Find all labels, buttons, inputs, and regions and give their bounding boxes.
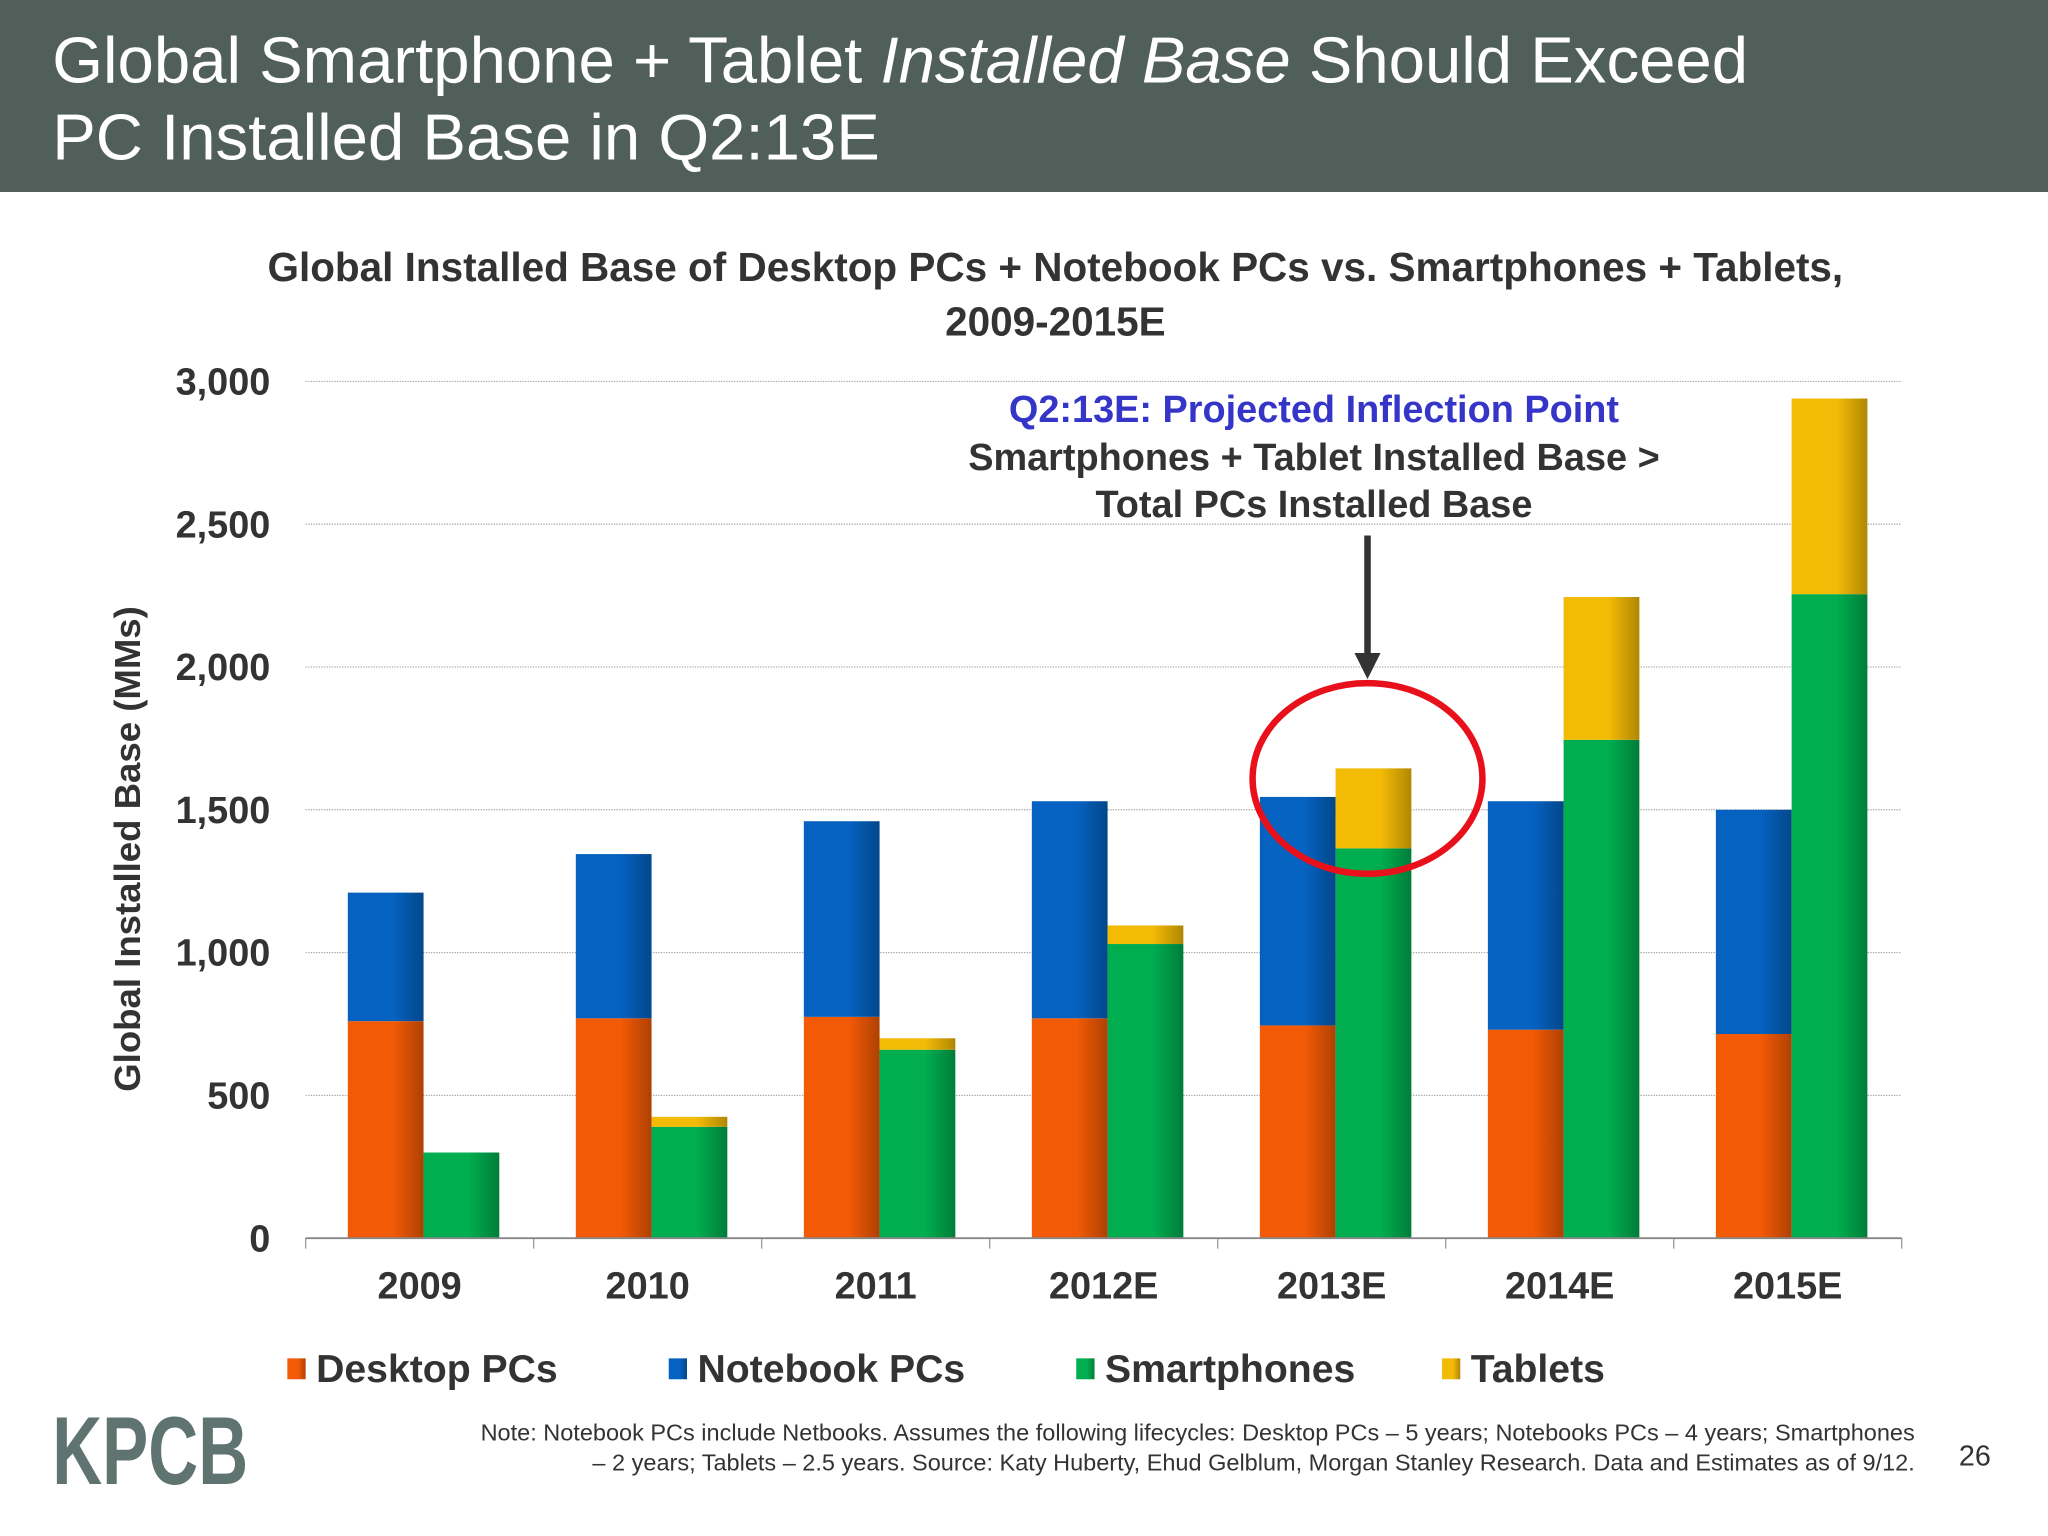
y-tick-label: 3,000 [176, 361, 271, 403]
bar-desktop-pcs-2015E [1715, 1033, 1792, 1239]
slide-title-line2: PC Installed Base in Q2:13E [52, 100, 880, 173]
x-axis: 2009 2010 2011 2012E 2013E 2014E 2015E [304, 1237, 1903, 1307]
y-tick-label: 2,000 [176, 647, 271, 689]
annotation-line2: Smartphones + Tablet Installed Base > [968, 437, 1660, 479]
bar-notebook-pcs-2010 [575, 854, 652, 1019]
x-tick-label: 2009 [378, 1265, 462, 1307]
legend-swatch-desktop-pcs [287, 1358, 306, 1380]
legend-swatch-notebook-pcs [668, 1358, 688, 1380]
bar-desktop-pcs-2010 [575, 1018, 652, 1239]
footnote-line2: – 2 years; Tablets – 2.5 years. Source: … [592, 1450, 1914, 1476]
annotation-line3: Total PCs Installed Base [1095, 484, 1532, 526]
legend-label: Tablets [1471, 1348, 1605, 1391]
legend-label: Smartphones [1105, 1348, 1355, 1391]
chart-title-line1: Global Installed Base of Desktop PCs + N… [267, 244, 1843, 290]
title-bar [0, 0, 2048, 192]
bar-tablets-2010 [651, 1116, 728, 1127]
legend: Desktop PCs Notebook PCs Smartphones Tablet… [287, 1348, 1605, 1391]
y-tick-label: 2,500 [176, 504, 271, 546]
bar-desktop-pcs-2012E [1031, 1018, 1108, 1239]
bar-notebook-pcs-2009 [347, 892, 424, 1022]
bar-notebook-pcs-2011 [803, 821, 880, 1017]
bar-desktop-pcs-2009 [347, 1021, 424, 1239]
bar-notebook-pcs-2014E [1487, 801, 1564, 1030]
bar-tablets-2012E [1107, 925, 1184, 945]
x-tick-label: 2014E [1505, 1265, 1614, 1307]
bar-desktop-pcs-2013E [1259, 1025, 1336, 1239]
bar-notebook-pcs-2012E [1031, 801, 1108, 1019]
y-tick-label: 1,000 [176, 933, 271, 975]
bar-smartphones-2011 [879, 1049, 956, 1239]
bar-smartphones-2012E [1107, 944, 1184, 1239]
y-tick-label: 0 [249, 1218, 270, 1260]
highlight-circle [1249, 679, 1486, 878]
legend-swatch-smartphones [1076, 1358, 1095, 1380]
legend-label: Notebook PCs [697, 1348, 965, 1391]
bar-smartphones-2013E [1335, 848, 1412, 1239]
annotation-arrow-head [1354, 653, 1381, 680]
slide-title-line1: Global Smartphone + Tablet Installed Bas… [52, 23, 1748, 96]
y-tick-label: 1,500 [176, 790, 271, 832]
bars [347, 398, 1868, 1239]
bar-notebook-pcs-2015E [1715, 809, 1792, 1034]
legend-swatch-tablets [1441, 1358, 1461, 1380]
bar-tablets-2011 [879, 1038, 956, 1050]
x-tick-label: 2013E [1277, 1265, 1386, 1307]
kpcb-logo: KPCB [52, 1398, 248, 1505]
bar-desktop-pcs-2014E [1487, 1029, 1564, 1239]
x-tick-label: 2015E [1733, 1265, 1842, 1307]
x-tick-label: 2011 [835, 1265, 917, 1307]
y-axis-ticks: 0 500 1,000 1,500 2,000 2,500 3,000 [176, 361, 271, 1260]
bar-tablets-2013E [1335, 768, 1412, 849]
bar-smartphones-2010 [651, 1126, 728, 1239]
annotation-line1: Q2:13E: Projected Inflection Point [1009, 389, 1619, 431]
bar-smartphones-2009 [423, 1152, 500, 1239]
bar-smartphones-2015E [1791, 594, 1868, 1239]
y-axis-label: Global Installed Base (MMs) [107, 606, 148, 1092]
legend-label: Desktop PCs [316, 1348, 558, 1391]
footnote-line1: Note: Notebook PCs include Netbooks. Ass… [481, 1420, 1915, 1446]
bar-tablets-2014E [1563, 597, 1640, 740]
page-number: 26 [1959, 1440, 1991, 1472]
annotation: Q2:13E: Projected Inflection Point Smart… [968, 389, 1660, 878]
x-tick-label: 2010 [606, 1265, 690, 1307]
chart-title-line2: 2009-2015E [945, 299, 1166, 345]
bar-desktop-pcs-2011 [803, 1016, 880, 1239]
y-tick-label: 500 [207, 1075, 270, 1117]
bar-tablets-2015E [1791, 398, 1868, 595]
bar-smartphones-2014E [1563, 739, 1640, 1239]
x-tick-label: 2012E [1049, 1265, 1158, 1307]
